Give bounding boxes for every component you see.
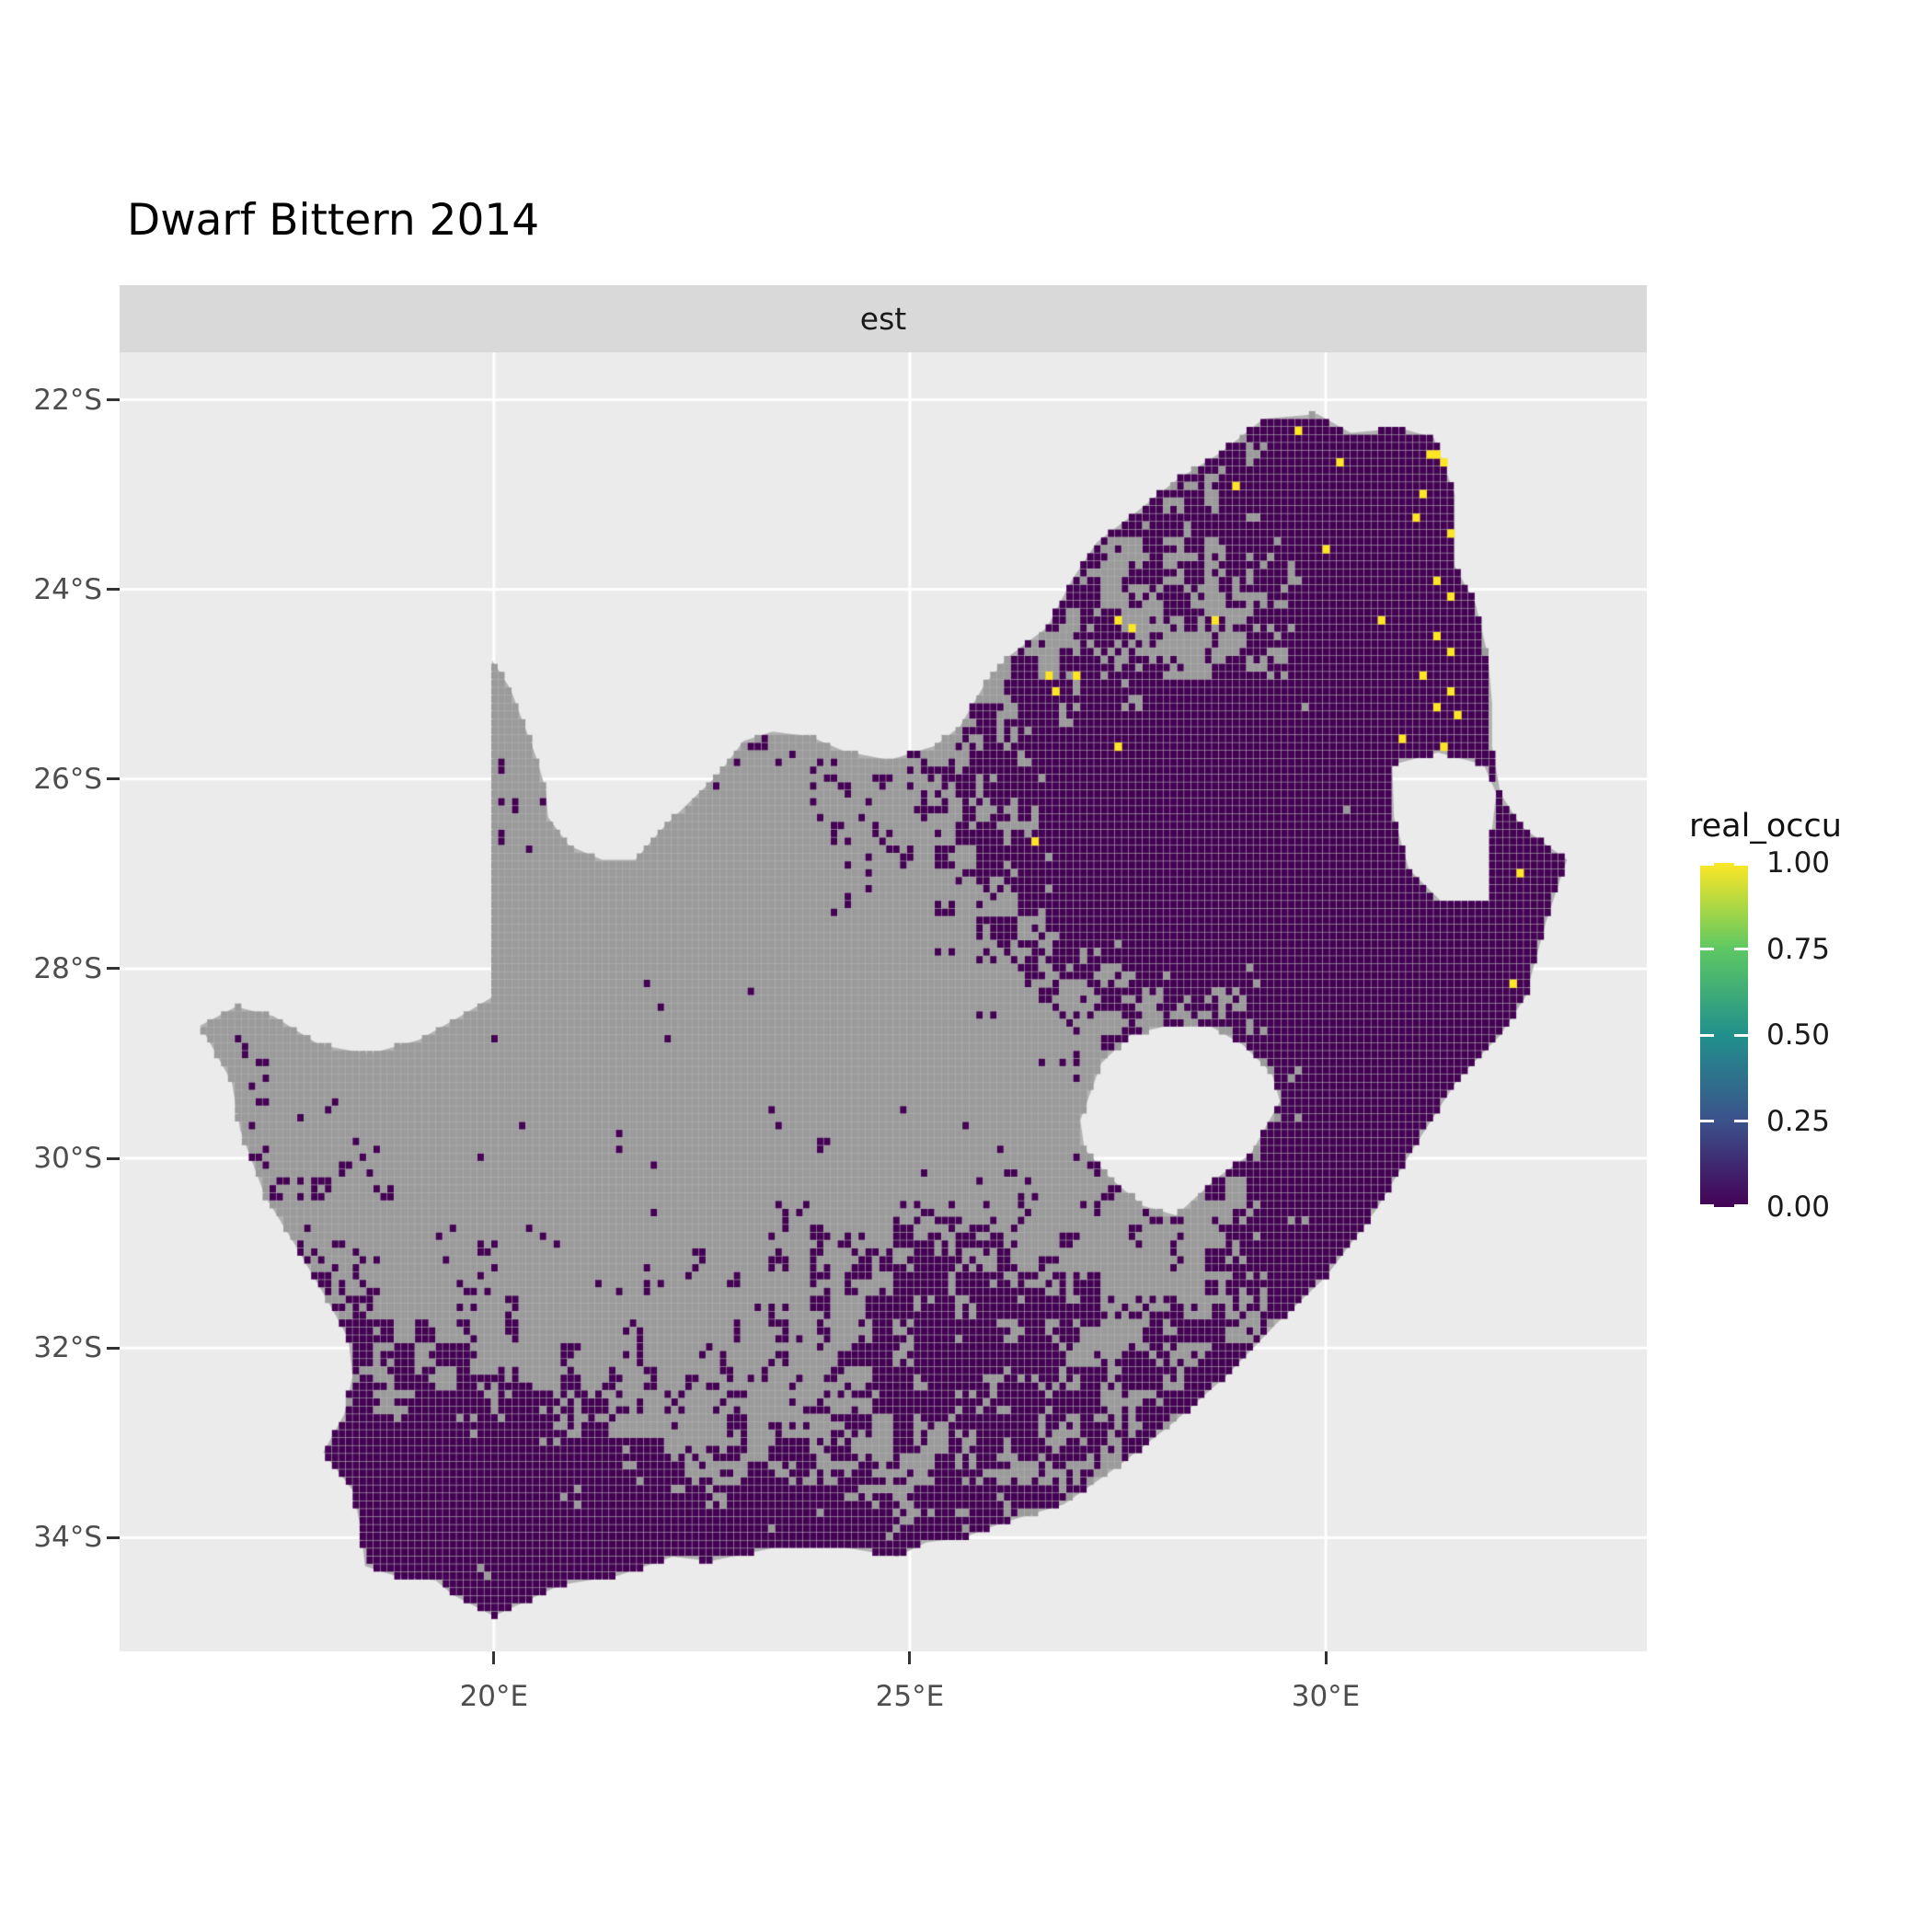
x-axis-tick-mark [1324, 1651, 1328, 1664]
legend-title: real_occu [1689, 808, 1842, 845]
x-axis-tick-label: 25°E [875, 1680, 945, 1713]
legend-tick-label: 0.00 [1766, 1190, 1831, 1224]
legend-colorbar-tick [1734, 1120, 1748, 1122]
x-axis-tick-label: 20°E [459, 1680, 529, 1713]
legend-colorbar-tick [1700, 1120, 1714, 1122]
legend-colorbar-tick [1700, 948, 1714, 950]
facet-strip: est [120, 285, 1647, 352]
legend-colorbar-tick [1700, 863, 1714, 866]
y-axis-tick-mark [107, 967, 120, 971]
y-axis-tick-mark [107, 1346, 120, 1350]
legend-colorbar-tick [1734, 1033, 1748, 1037]
legend-tick-label: 0.25 [1766, 1104, 1831, 1138]
map-canvas [120, 352, 1647, 1651]
legend-colorbar-tick [1734, 863, 1748, 866]
y-axis-tick-mark [107, 588, 120, 592]
legend-tick-label: 1.00 [1766, 846, 1831, 880]
legend-colorbar [1700, 863, 1748, 1207]
facet-strip-label: est [859, 301, 907, 337]
x-axis-tick-mark [492, 1651, 496, 1664]
chart-title: Dwarf Bittern 2014 [127, 195, 540, 246]
x-axis-tick-mark [908, 1651, 912, 1664]
y-axis-tick-label: 22°S [33, 383, 102, 417]
y-axis-tick-label: 34°S [33, 1521, 102, 1555]
legend-tick-label: 0.50 [1766, 1018, 1831, 1052]
y-axis-tick-label: 28°S [33, 951, 102, 985]
y-axis-tick-label: 30°S [33, 1142, 102, 1176]
legend-colorbar-tick [1700, 1204, 1714, 1207]
legend-colorbar-tick [1734, 1204, 1748, 1207]
plot-panel [120, 352, 1647, 1651]
y-axis-tick-mark [107, 777, 120, 781]
y-axis-tick-mark [107, 1535, 120, 1539]
legend-tick-label: 0.75 [1766, 932, 1831, 966]
legend-colorbar-tick [1700, 1033, 1714, 1037]
y-axis-tick-mark [107, 398, 120, 402]
y-axis-tick-label: 24°S [33, 572, 102, 606]
legend-colorbar-tick [1734, 948, 1748, 950]
y-axis-tick-label: 26°S [33, 762, 102, 796]
y-axis-tick-mark [107, 1156, 120, 1160]
y-axis-tick-label: 32°S [33, 1331, 102, 1365]
x-axis-tick-label: 30°E [1291, 1680, 1361, 1713]
